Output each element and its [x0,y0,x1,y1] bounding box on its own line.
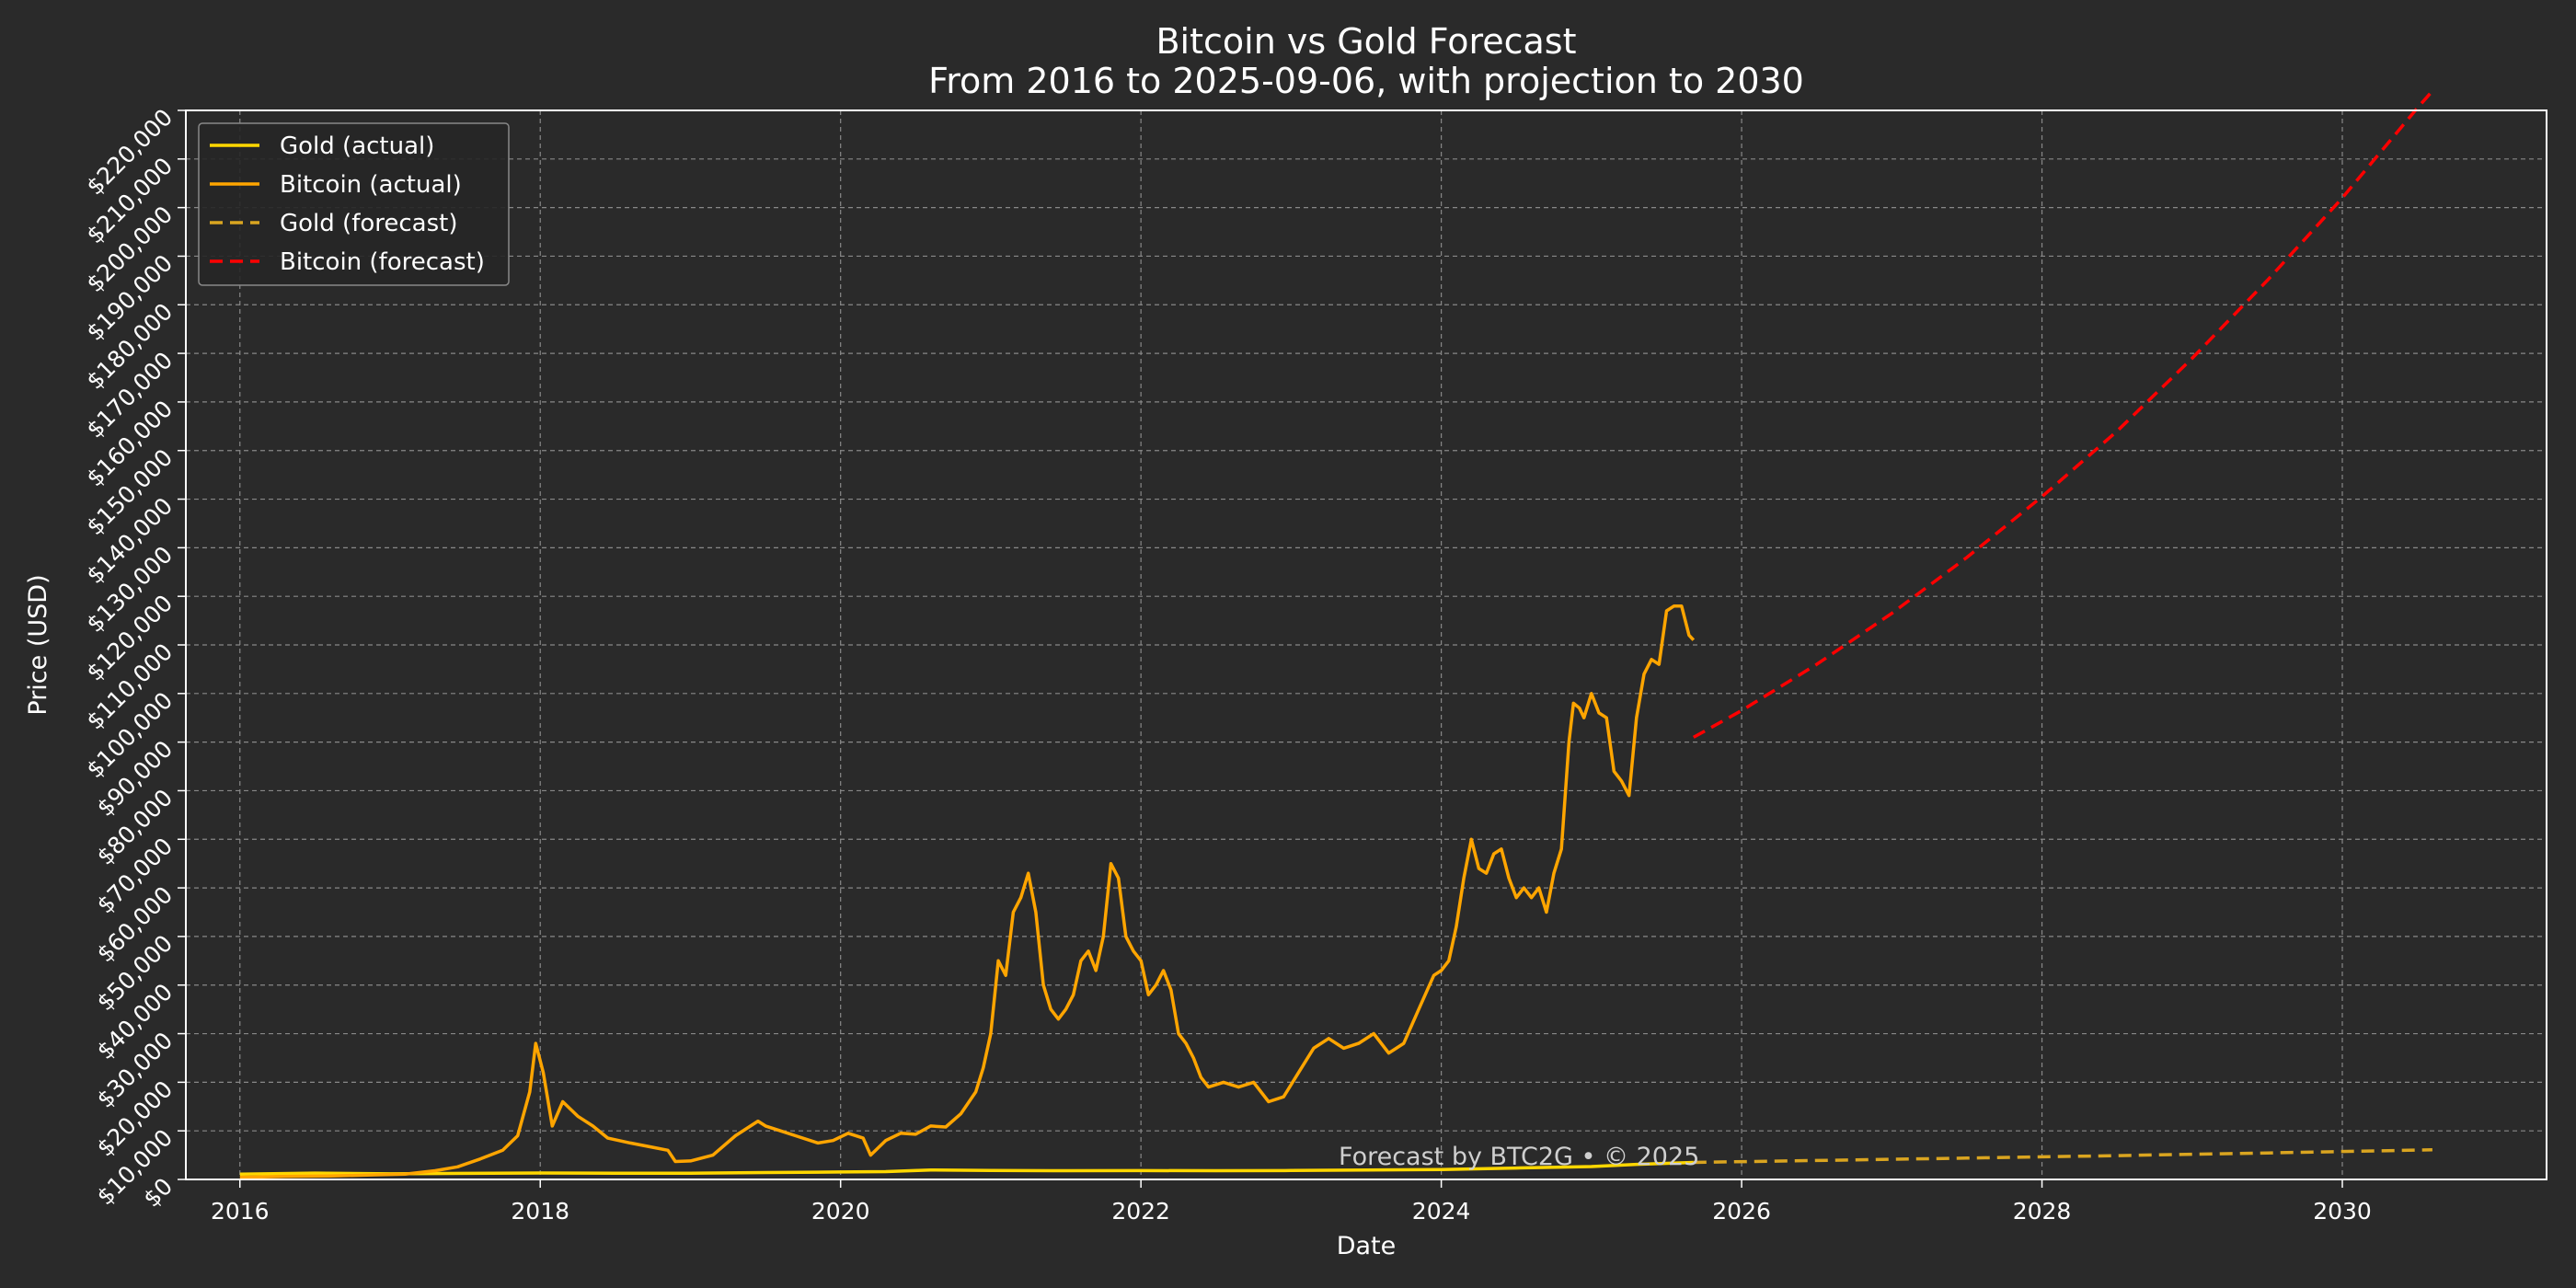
legend-label: Bitcoin (actual) [280,171,462,199]
x-tick-label: 2030 [2313,1198,2372,1225]
series-line-0 [239,1160,1694,1176]
chart-title: Bitcoin vs Gold Forecast [1156,21,1576,62]
series-layer [239,89,2434,1179]
legend: Gold (actual) Bitcoin (actual) Gold (forec… [198,122,510,286]
x-tick-label: 2020 [811,1198,870,1225]
legend-label: Gold (actual) [280,132,434,160]
x-axis-label: Date [1337,1232,1397,1260]
legend-box [198,122,510,286]
series-line-3 [1692,89,2434,739]
x-tick-label: 2018 [511,1198,569,1225]
series-line-2 [1693,1148,2432,1165]
chart-subtitle: From 2016 to 2025-09-06, with projection… [928,61,1804,101]
x-axis: 2016 2018 2020 2022 2024 2026 2028 2030 [211,1179,2372,1225]
x-tick-label: 2022 [1111,1198,1170,1225]
chart-annotation: Forecast by BTC2G • © 2025 [1339,1143,1699,1171]
x-tick-label: 2024 [1412,1198,1471,1225]
legend-label: Bitcoin (forecast) [280,248,485,276]
legend-label: Gold (forecast) [280,210,457,237]
y-axis-label: Price (USD) [24,574,52,715]
x-tick-label: 2028 [2013,1198,2072,1225]
x-tick-label: 2026 [1712,1198,1771,1225]
series-line-1 [239,604,1696,1179]
x-tick-label: 2016 [211,1198,270,1225]
